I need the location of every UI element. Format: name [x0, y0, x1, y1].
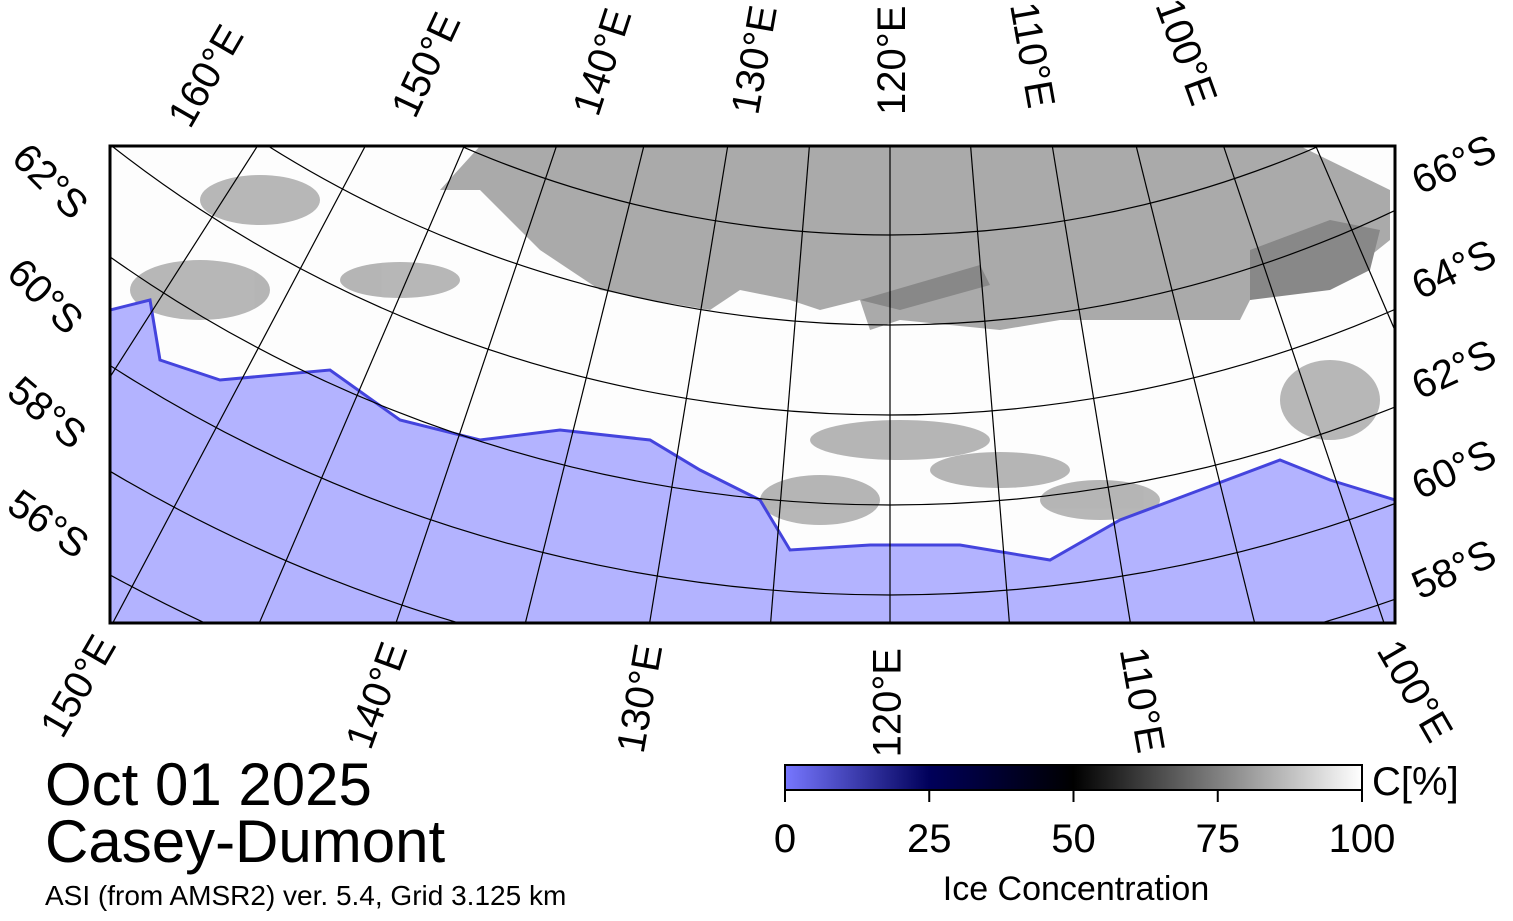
lon-label: 140°E: [565, 3, 641, 121]
lat-label: 60°S: [0, 250, 91, 343]
map-frame: [108, 144, 1397, 625]
lon-label: 120°E: [866, 648, 910, 757]
land: [440, 146, 1390, 330]
lon-label: 150°E: [383, 6, 469, 124]
meridian: [395, 146, 558, 623]
lat-label: 56°S: [0, 481, 96, 567]
region: Casey-Dumont: [45, 808, 445, 875]
left-labels: 62°S 60°S 58°S 56°S: [0, 135, 96, 567]
colorbar-unit: C[%]: [1372, 760, 1459, 804]
top-labels: 160°E 150°E 140°E 130°E 120°E 110°E 100°…: [160, 0, 1226, 135]
lat-label: 62°S: [4, 135, 97, 228]
lon-label: 120°E: [870, 6, 914, 115]
lat-label: 60°S: [1405, 431, 1503, 508]
lat-label: 66°S: [1405, 126, 1503, 203]
open-ocean: [110, 298, 1395, 623]
lat-label: 58°S: [1405, 531, 1503, 608]
colorbar-tick-label: 50: [1051, 817, 1096, 861]
meridian: [1135, 146, 1256, 623]
ice-shelf: [860, 220, 1380, 310]
lon-label: 100°E: [1147, 0, 1226, 111]
colorbar-tick-label: 0: [774, 817, 796, 861]
lat-label: 58°S: [0, 368, 94, 458]
lon-label: 110°E: [1001, 0, 1063, 111]
lon-label: 130°E: [724, 2, 786, 117]
lon-label: 160°E: [160, 18, 253, 135]
colorbar-tick-label: 25: [907, 817, 952, 861]
meridian: [970, 146, 1011, 623]
ice-texture: [130, 175, 1380, 525]
meridian: [1051, 146, 1132, 623]
lat-label: 64°S: [1405, 231, 1503, 308]
colorbar-title: Ice Concentration: [943, 870, 1210, 908]
colorbar-scale: [784, 764, 1363, 791]
meridian: [110, 146, 259, 379]
meridian: [769, 146, 810, 623]
subtitle: ASI (from AMSR2) ver. 5.4, Grid 3.125 km: [45, 880, 566, 911]
colorbar-tick-label: 75: [1196, 817, 1241, 861]
lat-label: 62°S: [1405, 331, 1503, 408]
bottom-labels: 150°E 140°E 130°E 120°E 110°E 100°E: [32, 628, 1461, 758]
lon-label: 130°E: [609, 641, 671, 756]
meridian: [648, 146, 729, 623]
date: Oct 01 2025: [45, 751, 372, 818]
colorbar-tick-label: 100: [1329, 817, 1396, 861]
meridian: [524, 146, 645, 623]
lon-label: 110°E: [1111, 644, 1173, 756]
meridian: [112, 146, 366, 623]
lon-label: 140°E: [338, 637, 417, 755]
meridian: [258, 146, 465, 623]
meridian: [1222, 146, 1385, 623]
lon-label: 150°E: [32, 628, 125, 745]
right-labels: 66°S 64°S 62°S 60°S 58°S: [1405, 126, 1503, 608]
colorbar: C[%] Ice Concentration 0 25 50 75 100: [774, 760, 1459, 908]
lon-label: 100°E: [1368, 633, 1461, 750]
